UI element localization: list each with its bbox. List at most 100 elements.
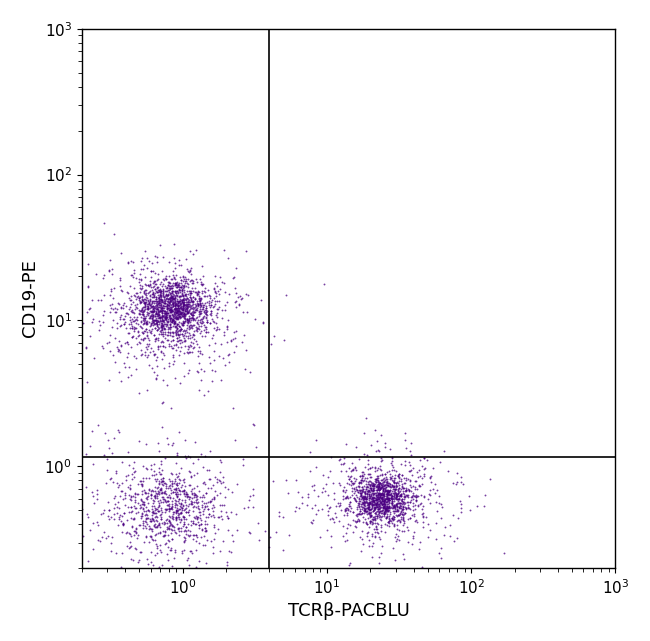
Point bbox=[194, 296, 205, 306]
Point bbox=[358, 497, 368, 508]
Point bbox=[353, 513, 363, 524]
Point bbox=[171, 300, 181, 310]
Point bbox=[430, 479, 441, 490]
Point bbox=[452, 477, 463, 487]
Point bbox=[138, 328, 148, 338]
Point bbox=[173, 288, 183, 298]
Point bbox=[391, 481, 401, 492]
Point bbox=[156, 329, 166, 339]
Point bbox=[139, 287, 150, 297]
Point bbox=[160, 294, 170, 304]
Point bbox=[166, 293, 176, 303]
Point bbox=[366, 483, 376, 493]
Point bbox=[238, 460, 248, 470]
Point bbox=[151, 303, 162, 313]
Point bbox=[168, 315, 179, 325]
Point bbox=[372, 506, 383, 517]
Point bbox=[339, 506, 350, 516]
Point bbox=[166, 283, 177, 294]
Point bbox=[170, 312, 180, 322]
Point bbox=[178, 304, 188, 315]
Point bbox=[188, 292, 198, 303]
Point bbox=[376, 479, 386, 489]
Point bbox=[230, 283, 240, 293]
Point bbox=[202, 317, 212, 328]
Point bbox=[417, 512, 428, 522]
Point bbox=[167, 305, 177, 315]
Point bbox=[139, 312, 150, 322]
Point bbox=[377, 479, 387, 490]
Point bbox=[369, 474, 380, 485]
Point bbox=[149, 304, 159, 315]
Point bbox=[398, 518, 409, 528]
Point bbox=[389, 481, 400, 491]
Point bbox=[408, 488, 419, 498]
Point bbox=[150, 519, 161, 529]
Point bbox=[175, 501, 185, 512]
Point bbox=[177, 331, 188, 341]
Point bbox=[194, 504, 204, 514]
Point bbox=[127, 522, 137, 533]
Point bbox=[148, 292, 158, 303]
Point bbox=[179, 281, 189, 292]
Point bbox=[178, 316, 188, 326]
Point bbox=[176, 498, 186, 508]
Point bbox=[130, 466, 140, 476]
Point bbox=[356, 488, 367, 498]
Point bbox=[380, 485, 391, 495]
Point bbox=[265, 532, 276, 542]
Point bbox=[377, 495, 387, 506]
Point bbox=[194, 302, 205, 312]
Point bbox=[373, 445, 384, 456]
Point bbox=[110, 499, 120, 509]
Point bbox=[198, 299, 208, 310]
Point bbox=[155, 319, 166, 329]
Point bbox=[181, 503, 192, 513]
Point bbox=[363, 504, 374, 514]
Point bbox=[396, 489, 406, 499]
Point bbox=[164, 293, 175, 303]
Point bbox=[372, 472, 383, 483]
Point bbox=[132, 489, 142, 499]
Point bbox=[408, 463, 418, 473]
Point bbox=[353, 487, 363, 497]
Point bbox=[141, 297, 151, 308]
Point bbox=[136, 547, 146, 557]
Point bbox=[139, 506, 150, 516]
Point bbox=[382, 485, 393, 495]
Point bbox=[309, 480, 319, 490]
Point bbox=[125, 291, 136, 301]
Point bbox=[341, 528, 351, 538]
Point bbox=[184, 297, 194, 307]
Point bbox=[368, 495, 378, 505]
Point bbox=[183, 282, 193, 292]
Point bbox=[206, 306, 216, 317]
Point bbox=[397, 499, 408, 510]
Point bbox=[154, 313, 164, 324]
Point bbox=[111, 465, 122, 476]
Point bbox=[130, 495, 140, 506]
Point bbox=[132, 288, 142, 298]
Point bbox=[173, 504, 183, 515]
Point bbox=[177, 305, 187, 315]
Point bbox=[389, 513, 399, 524]
Point bbox=[159, 294, 170, 304]
Point bbox=[117, 527, 127, 537]
Point bbox=[204, 508, 214, 519]
Point bbox=[185, 347, 196, 357]
Point bbox=[417, 504, 427, 514]
Point bbox=[205, 496, 215, 506]
Point bbox=[367, 493, 378, 503]
Point bbox=[182, 322, 192, 333]
Point bbox=[179, 505, 189, 515]
Point bbox=[391, 479, 401, 490]
Point bbox=[384, 503, 394, 513]
Point bbox=[228, 403, 239, 413]
Point bbox=[391, 488, 401, 498]
Point bbox=[280, 474, 291, 485]
Point bbox=[401, 475, 411, 485]
Point bbox=[165, 292, 176, 303]
Point bbox=[396, 495, 406, 505]
Point bbox=[382, 490, 393, 501]
Point bbox=[123, 288, 133, 298]
